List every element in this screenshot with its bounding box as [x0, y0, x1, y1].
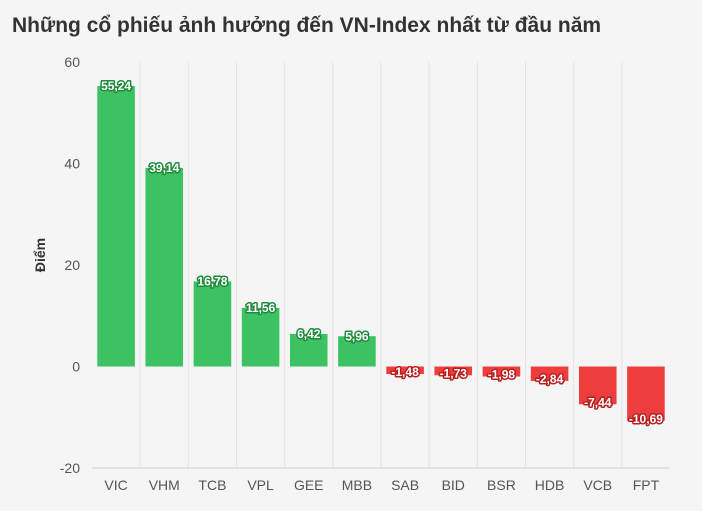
data-label: 5,96 [345, 329, 369, 343]
bar-mbb [338, 336, 376, 367]
x-tick-label: FPT [633, 477, 660, 493]
data-label: 11,56 [246, 301, 276, 315]
bar-vcb [578, 366, 617, 405]
x-tick-label: SAB [391, 477, 419, 493]
data-labels: 55,24 39,14 16,78 11,56 6,42 5,96 -1,48 -1,73 -1… [100, 78, 665, 428]
data-label: -1,48 [391, 365, 419, 379]
bar-tcb [193, 281, 232, 367]
y-axis-label: Điểm [32, 238, 48, 272]
bars [97, 86, 665, 421]
bar-fpt [627, 366, 665, 421]
x-tick-label: TCB [198, 477, 226, 493]
grid-lines [139, 62, 623, 468]
bar-sab [386, 366, 424, 375]
y-tick-label: 40 [64, 156, 80, 172]
data-label: -1,98 [488, 368, 516, 382]
chart-title: Những cổ phiếu ảnh hưởng đến VN-Index nh… [12, 14, 602, 37]
y-tick-label: 20 [64, 257, 80, 273]
x-axis: VIC VHM TCB VPL GEE MBB SAB BID BSR HDB VCB FPT [92, 467, 670, 493]
bar-hdb [530, 366, 569, 381]
data-label: 39,14 [149, 161, 179, 175]
x-tick-label: VCB [583, 477, 612, 493]
data-label: 16,78 [197, 274, 227, 288]
bar-gee [289, 333, 328, 367]
x-tick-label: BID [442, 477, 465, 493]
y-axis: -20 0 20 40 60 [60, 54, 80, 476]
y-tick-label: 60 [64, 54, 80, 70]
y-tick-label: 0 [72, 359, 80, 375]
x-tick-label: HDB [535, 477, 565, 493]
y-tick-label: -20 [60, 460, 80, 476]
bar-vic [97, 86, 135, 367]
bar-vpl [241, 307, 280, 367]
x-tick-label: GEE [294, 477, 324, 493]
x-tick-label: BSR [487, 477, 516, 493]
data-label: -2,84 [536, 372, 564, 386]
bar-vhm [145, 167, 184, 367]
x-tick-label: VIC [104, 477, 127, 493]
data-label: 6,42 [297, 327, 321, 341]
data-label: -7,44 [584, 395, 612, 409]
x-tick-label: MBB [342, 477, 372, 493]
bar-bid [434, 366, 473, 376]
data-label: -1,73 [440, 366, 468, 380]
data-label: 55,24 [101, 79, 131, 93]
x-tick-label: VPL [247, 477, 274, 493]
bar-bsr [482, 366, 521, 377]
x-tick-label: VHM [149, 477, 180, 493]
data-label: -10,69 [629, 412, 663, 426]
